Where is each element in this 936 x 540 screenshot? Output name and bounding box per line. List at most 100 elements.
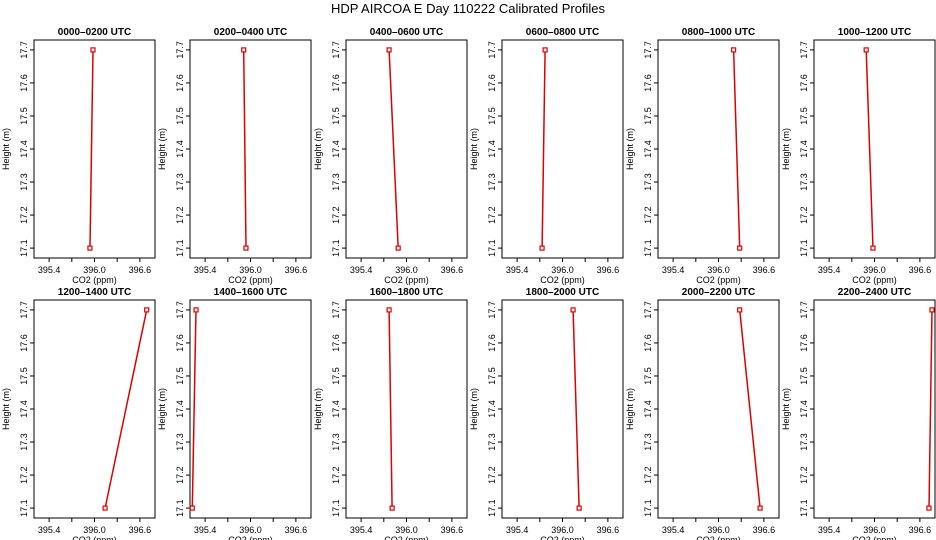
x-tick-label: 396.0 — [83, 525, 106, 535]
panel-4: 0600–0800 UTC 395.4 396.0 396.6 17.1 17.2 17.3… — [469, 27, 624, 285]
x-tick-label: 395.4 — [38, 525, 61, 535]
plot-frame — [189, 299, 312, 519]
x-tick-label: 396.6 — [441, 525, 464, 535]
data-point — [926, 505, 932, 511]
x-tick-label: 396.0 — [551, 525, 574, 535]
y-tick-label: 17.2 — [643, 466, 653, 484]
y-tick-label: 17.4 — [487, 400, 497, 418]
y-tick-label: 17.4 — [175, 400, 185, 418]
y-tick-label: 17.4 — [643, 400, 653, 418]
x-tick-label: 396.6 — [909, 525, 932, 535]
y-tick-label: 17.3 — [799, 173, 809, 191]
x-tick-label: 395.4 — [662, 525, 685, 535]
data-point — [395, 245, 401, 251]
series-line — [191, 309, 197, 509]
data-point — [241, 47, 247, 53]
y-tick-label: 17.7 — [331, 301, 341, 319]
x-tick-label: 396.0 — [863, 265, 886, 275]
data-point — [386, 47, 392, 53]
y-tick-label: 17.1 — [331, 239, 341, 257]
y-tick-label: 17.2 — [487, 206, 497, 224]
series-line — [388, 49, 399, 249]
data-point — [144, 307, 150, 313]
panel-title: 0200–0400 UTC — [214, 27, 287, 38]
data-point — [863, 47, 869, 53]
panel-7: 1200–1400 UTC 395.4 396.0 396.6 17.1 17.2 17.3… — [1, 287, 156, 540]
x-axis-label: CO2 (ppm) — [540, 275, 585, 285]
x-tick-label: 396.6 — [441, 265, 464, 275]
plot-frame — [813, 299, 936, 519]
data-point — [757, 505, 763, 511]
x-tick-label: 396.6 — [753, 265, 776, 275]
y-tick-label: 17.2 — [19, 466, 29, 484]
x-tick-label: 396.0 — [707, 525, 730, 535]
y-tick-label: 17.7 — [643, 301, 653, 319]
series-line — [541, 49, 546, 249]
y-axis-label: Height (m) — [625, 388, 635, 430]
y-tick-label: 17.6 — [175, 334, 185, 352]
x-tick-label: 396.0 — [239, 265, 262, 275]
y-tick-label: 17.5 — [19, 367, 29, 385]
y-tick-label: 17.1 — [799, 499, 809, 517]
data-point — [102, 505, 108, 511]
x-axis-label: CO2 (ppm) — [852, 535, 897, 540]
panels: 0000–0200 UTC 395.4 396.0 396.6 17.1 17.2 17.3… — [1, 27, 936, 540]
y-axis-label: Height (m) — [1, 128, 11, 170]
data-point — [193, 307, 199, 313]
y-tick-label: 17.5 — [487, 367, 497, 385]
y-tick-label: 17.7 — [19, 41, 29, 59]
y-tick-label: 17.4 — [799, 400, 809, 418]
panel-title: 0400–0600 UTC — [370, 27, 443, 38]
y-tick-label: 17.1 — [175, 499, 185, 517]
panel-title: 1200–1400 UTC — [58, 287, 131, 298]
y-tick-label: 17.6 — [331, 334, 341, 352]
x-tick-label: 396.0 — [551, 265, 574, 275]
panel-title: 1400–1600 UTC — [214, 287, 287, 298]
x-tick-label: 395.4 — [662, 265, 685, 275]
y-axis-label: Height (m) — [625, 128, 635, 170]
x-tick-label: 396.6 — [129, 525, 152, 535]
series-line — [572, 309, 580, 509]
series-line — [242, 49, 247, 249]
y-tick-label: 17.2 — [331, 206, 341, 224]
x-axis-label: CO2 (ppm) — [696, 535, 741, 540]
panel-title: 0800–1000 UTC — [682, 27, 755, 38]
y-tick-label: 17.6 — [799, 334, 809, 352]
y-tick-label: 17.1 — [19, 239, 29, 257]
panel-title: 1600–1800 UTC — [370, 287, 443, 298]
y-tick-label: 17.3 — [799, 433, 809, 451]
series-line — [928, 309, 933, 509]
y-tick-label: 17.5 — [175, 367, 185, 385]
y-tick-label: 17.4 — [643, 140, 653, 158]
y-tick-label: 17.1 — [643, 499, 653, 517]
x-tick-label: 395.4 — [194, 525, 217, 535]
panel-9: 1600–1800 UTC 395.4 396.0 396.6 17.1 17.2 17.3… — [313, 287, 468, 540]
data-point — [539, 245, 545, 251]
panel-11: 2000–2200 UTC 395.4 396.0 396.6 17.1 17.2 17.3… — [625, 287, 780, 540]
y-axis-label: Height (m) — [313, 128, 323, 170]
x-axis-label: CO2 (ppm) — [72, 275, 117, 285]
y-axis-label: Height (m) — [157, 128, 167, 170]
y-tick-label: 17.2 — [799, 206, 809, 224]
y-tick-label: 17.7 — [643, 41, 653, 59]
y-tick-label: 17.1 — [19, 499, 29, 517]
x-tick-label: 395.4 — [194, 265, 217, 275]
y-tick-label: 17.3 — [643, 433, 653, 451]
panel-3: 0400–0600 UTC 395.4 396.0 396.6 17.1 17.2 17.3… — [313, 27, 468, 285]
plot-frame — [189, 39, 312, 259]
y-tick-label: 17.5 — [799, 367, 809, 385]
panel-title: 2000–2200 UTC — [682, 287, 755, 298]
y-tick-label: 17.2 — [643, 206, 653, 224]
data-point — [389, 505, 395, 511]
x-tick-label: 396.0 — [239, 525, 262, 535]
plot-frame — [501, 299, 624, 519]
y-tick-label: 17.1 — [643, 239, 653, 257]
series-line — [865, 49, 874, 249]
x-tick-label: 395.4 — [506, 265, 529, 275]
y-tick-label: 17.2 — [175, 466, 185, 484]
y-axis-label: Height (m) — [313, 388, 323, 430]
y-tick-label: 17.3 — [643, 173, 653, 191]
y-tick-label: 17.1 — [487, 499, 497, 517]
plot-frame — [33, 299, 156, 519]
x-axis-label: CO2 (ppm) — [228, 275, 273, 285]
